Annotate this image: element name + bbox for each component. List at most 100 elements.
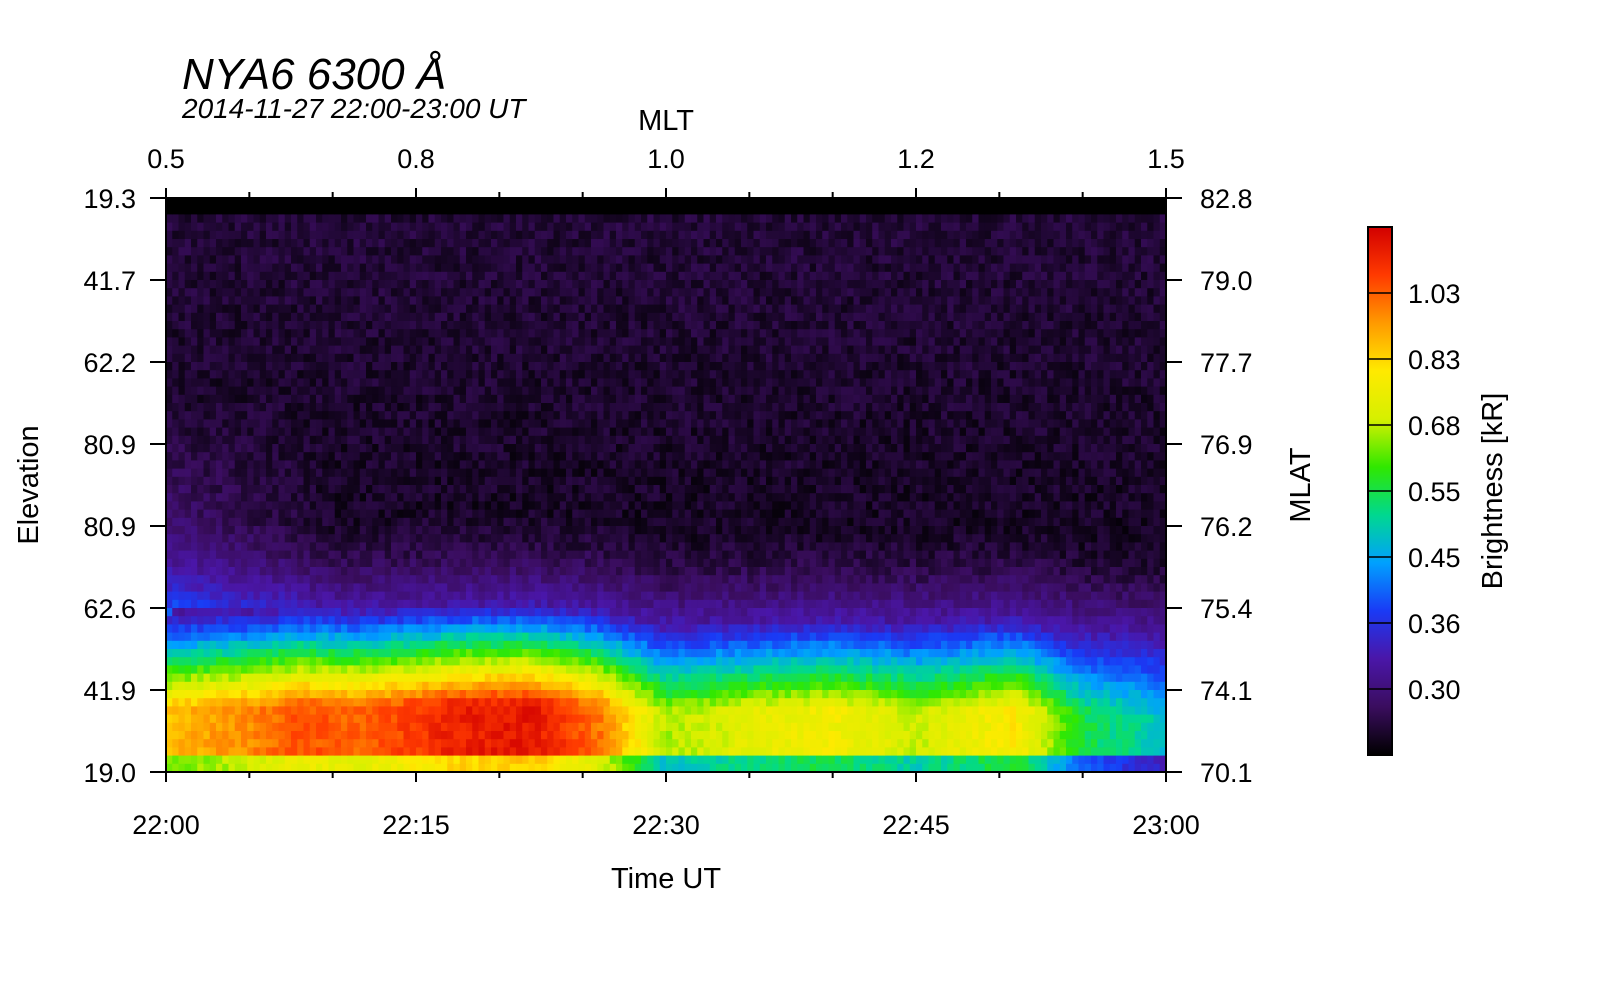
heatmap-cell bbox=[447, 198, 454, 207]
heatmap-cell bbox=[209, 288, 217, 297]
heatmap-cell bbox=[422, 731, 429, 740]
heatmap-cell bbox=[434, 452, 442, 461]
heatmap-cell bbox=[278, 681, 286, 691]
heatmap-cell bbox=[272, 501, 279, 510]
heatmap-cell bbox=[497, 460, 504, 469]
heatmap-cell bbox=[409, 567, 417, 576]
heatmap-cell bbox=[197, 599, 204, 609]
heatmap-cell bbox=[328, 542, 336, 551]
heatmap-cell bbox=[353, 657, 361, 666]
heatmap-cell bbox=[216, 206, 223, 215]
heatmap-cell bbox=[434, 665, 442, 674]
heatmap-cell bbox=[234, 444, 242, 453]
heatmap-cell bbox=[172, 731, 179, 740]
heatmap-cell bbox=[478, 542, 486, 551]
heatmap-cell bbox=[509, 198, 517, 207]
heatmap-cell bbox=[372, 714, 379, 724]
heatmap-cell bbox=[566, 698, 573, 707]
heatmap-cell bbox=[553, 706, 561, 715]
heatmap-cell bbox=[309, 567, 317, 576]
heatmap-cell bbox=[334, 698, 342, 707]
heatmap-cell bbox=[478, 640, 486, 650]
heatmap-cell bbox=[372, 222, 379, 232]
heatmap-cell bbox=[541, 239, 548, 248]
heatmap-cell bbox=[578, 280, 586, 289]
heatmap-cell bbox=[259, 731, 267, 740]
heatmap-cell bbox=[497, 222, 504, 232]
heatmap-cell bbox=[334, 542, 342, 551]
heatmap-cell bbox=[222, 337, 229, 346]
heatmap-cell bbox=[553, 476, 561, 486]
heatmap-cell bbox=[441, 444, 448, 453]
heatmap-cell bbox=[203, 599, 211, 609]
heatmap-cell bbox=[453, 206, 461, 215]
heatmap-cell bbox=[459, 747, 467, 756]
heatmap-cell bbox=[459, 517, 467, 527]
heatmap-cell bbox=[303, 304, 311, 314]
heatmap-cell bbox=[341, 665, 348, 674]
heatmap-cell bbox=[397, 427, 404, 437]
heatmap-cell bbox=[522, 312, 529, 322]
heatmap-cell bbox=[384, 222, 392, 232]
heatmap-cell bbox=[309, 239, 317, 248]
heatmap-cell bbox=[547, 731, 554, 740]
heatmap-cell bbox=[303, 394, 311, 404]
heatmap-cell bbox=[547, 714, 554, 724]
heatmap-cell bbox=[609, 239, 617, 248]
heatmap-cell bbox=[278, 386, 286, 396]
heatmap-cell bbox=[316, 288, 323, 297]
heatmap-cell bbox=[434, 206, 442, 215]
heatmap-cell bbox=[547, 632, 554, 642]
heatmap-cell bbox=[328, 665, 336, 674]
heatmap-cell bbox=[547, 198, 554, 207]
heatmap-cell bbox=[359, 706, 367, 715]
heatmap-cell bbox=[428, 591, 436, 601]
heatmap-cell bbox=[278, 583, 286, 592]
heatmap-cell bbox=[409, 239, 417, 248]
heatmap-cell bbox=[272, 427, 279, 437]
heatmap-cell bbox=[278, 296, 286, 305]
heatmap-cell bbox=[466, 509, 473, 519]
heatmap-cell bbox=[184, 714, 192, 724]
heatmap-cell bbox=[528, 501, 536, 510]
heatmap-cell bbox=[259, 509, 267, 519]
heatmap-cell bbox=[566, 353, 573, 363]
heatmap-cell bbox=[353, 468, 361, 478]
heatmap-cell bbox=[428, 698, 436, 707]
heatmap-cell bbox=[403, 485, 411, 494]
heatmap-cell bbox=[466, 567, 473, 576]
heatmap-cell bbox=[166, 214, 173, 223]
heatmap-cell bbox=[253, 534, 261, 543]
heatmap-cell bbox=[253, 640, 261, 650]
heatmap-cell bbox=[178, 509, 186, 519]
heatmap-cell bbox=[534, 230, 542, 240]
heatmap-cell bbox=[284, 247, 292, 256]
heatmap-cell bbox=[322, 673, 329, 683]
heatmap-cell bbox=[291, 460, 298, 469]
heatmap-cell bbox=[191, 321, 198, 330]
heatmap-cell bbox=[391, 714, 398, 724]
heatmap-cell bbox=[172, 222, 179, 232]
heatmap-cell bbox=[547, 263, 554, 273]
heatmap-cell bbox=[534, 501, 542, 510]
heatmap-cell bbox=[497, 362, 504, 371]
heatmap-cell bbox=[328, 673, 336, 683]
heatmap-cell bbox=[509, 665, 517, 674]
heatmap-cell bbox=[391, 517, 398, 527]
heatmap-cell bbox=[359, 444, 367, 453]
heatmap-cell bbox=[291, 698, 298, 707]
heatmap-cell bbox=[534, 485, 542, 494]
heatmap-cell bbox=[609, 206, 617, 215]
heatmap-cell bbox=[466, 206, 473, 215]
heatmap-cell bbox=[447, 337, 454, 346]
heatmap-cell bbox=[359, 476, 367, 486]
heatmap-cell bbox=[572, 468, 579, 478]
heatmap-cell bbox=[566, 468, 573, 478]
heatmap-cell bbox=[491, 280, 498, 289]
heatmap-cell bbox=[441, 550, 448, 560]
heatmap-cell bbox=[216, 214, 223, 223]
heatmap-cell bbox=[241, 362, 248, 371]
heatmap-cell bbox=[353, 337, 361, 346]
heatmap-cell bbox=[341, 427, 348, 437]
heatmap-cell bbox=[284, 255, 292, 264]
